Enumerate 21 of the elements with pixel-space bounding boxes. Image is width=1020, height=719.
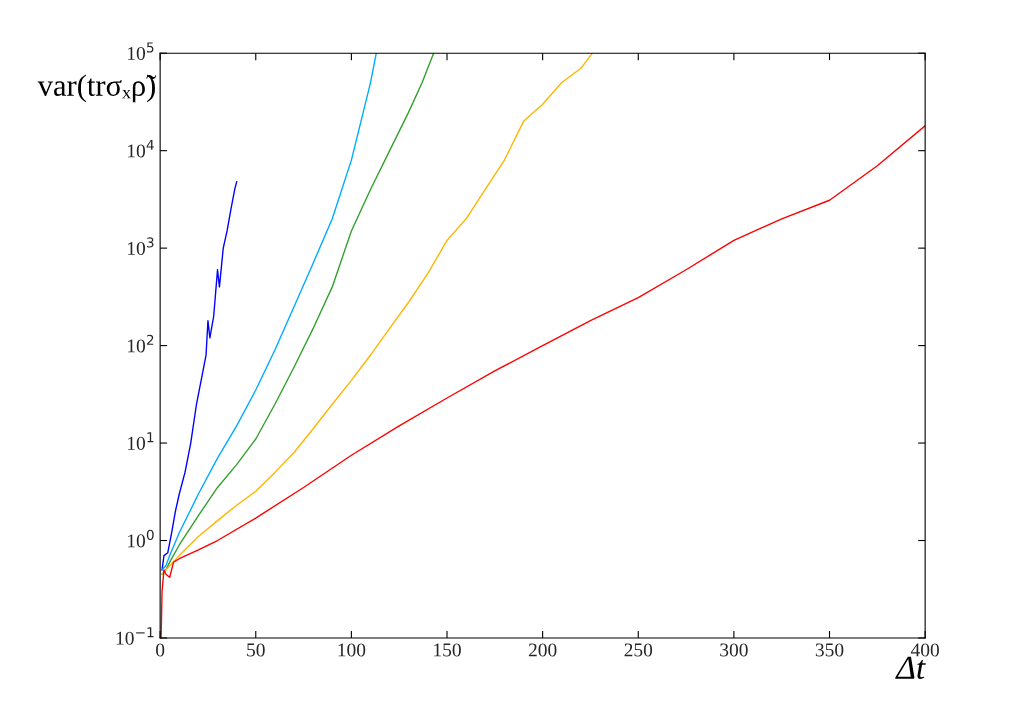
y-tick-label: 10$^{3}$ [128, 237, 154, 256]
x-tick-label: 50 [247, 643, 265, 657]
line-series [161, 53, 594, 576]
y-axis-title: var(trσₓρ̃) [37, 74, 157, 103]
y-tick-label: 10$^{4}$ [128, 139, 154, 158]
x-tick-label: 300 [720, 643, 748, 657]
x-tick-label: 0 [156, 643, 165, 657]
line-series [161, 53, 377, 571]
y-tick-label: 10$^{−1}$ [116, 627, 154, 645]
x-tick-label: 400 [910, 643, 939, 657]
y-tick-label: 10$^{5}$ [128, 42, 154, 61]
y-tick-label: 10$^{1}$ [128, 432, 154, 450]
line-series [161, 181, 238, 571]
y-tick-label: 10$^{2}$ [128, 334, 154, 353]
x-tick-label: 100 [338, 643, 366, 657]
x-tick-label: 350 [815, 643, 844, 657]
x-tick-label: 250 [624, 643, 653, 657]
x-axis-title: Δt [895, 656, 926, 679]
x-tick-label: 150 [434, 643, 461, 657]
y-tick-label: 10$^{0}$ [128, 529, 154, 548]
x-tick-label: 200 [528, 643, 557, 657]
